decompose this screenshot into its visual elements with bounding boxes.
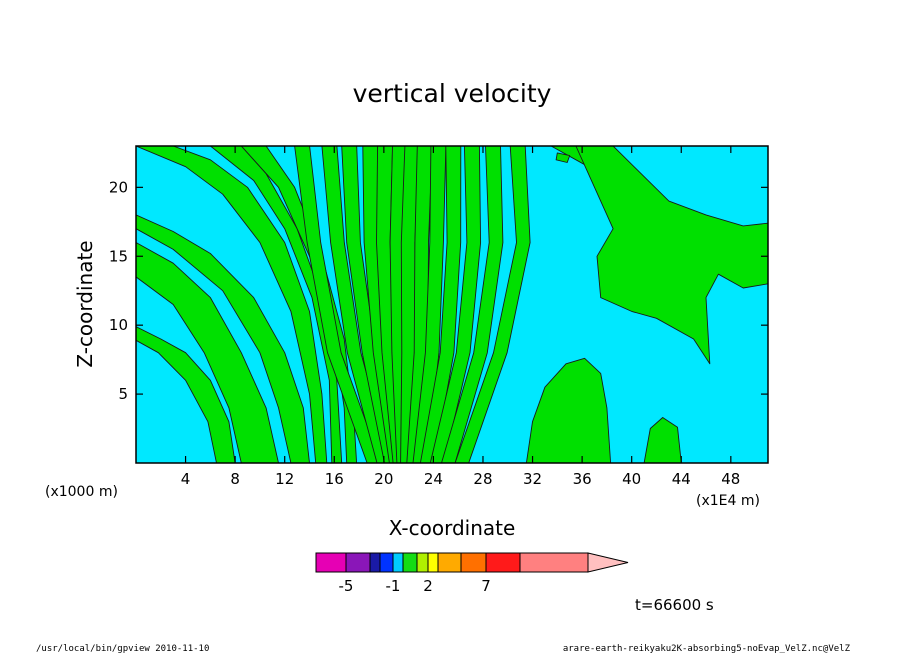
x-tick-label: 48: [721, 470, 740, 488]
colorbar-tick-label: 2: [423, 577, 433, 595]
y-tick-label: 20: [109, 178, 128, 196]
x-tick-label: 16: [325, 470, 344, 488]
contour-band: [294, 146, 382, 463]
colorbar-tick-label: 7: [481, 577, 491, 595]
x-unit-label-2: (x1E4 m): [696, 493, 760, 509]
contour-band: [136, 146, 328, 463]
contour-band: [429, 146, 482, 463]
contour-band: [454, 146, 531, 463]
x-tick-label: 32: [523, 470, 542, 488]
chart-title: vertical velocity: [353, 79, 552, 108]
x-tick-label: 12: [275, 470, 294, 488]
x-tick-label: 40: [622, 470, 641, 488]
colorbar: [315, 552, 629, 573]
colorbar-swatch: [485, 552, 521, 573]
footer-left: /usr/local/bin/gpview 2010-11-10: [36, 644, 209, 654]
colorbar-swatch: [369, 552, 381, 573]
x-axis-label: X-coordinate: [389, 516, 516, 540]
x-tick-label: 44: [672, 470, 691, 488]
contour-band: [575, 146, 768, 365]
x-tick-label: 36: [573, 470, 592, 488]
colorbar-swatch: [392, 552, 404, 573]
colorbar-swatch: [437, 552, 462, 573]
y-tick-label: 15: [109, 247, 128, 265]
x-tick-label: 28: [473, 470, 492, 488]
colorbar-arrow: [587, 552, 629, 573]
contour-band: [643, 417, 682, 463]
x-axis: 4 8 12 16 20 24 28 32 36 40 44 48: [181, 146, 740, 488]
contour-band: [555, 152, 571, 163]
colorbar-swatch: [379, 552, 394, 573]
plot-frame: [135, 145, 769, 464]
time-label: t=66600 s: [635, 596, 714, 614]
contour-band: [136, 214, 310, 463]
contour-band: [136, 242, 279, 463]
contour-band: [136, 326, 236, 463]
colorbar-swatch: [315, 552, 347, 573]
x-tick-label: 24: [424, 470, 443, 488]
contour-field: [136, 146, 768, 463]
contour-band: [525, 357, 612, 463]
x-tick-label: 20: [374, 470, 393, 488]
colorbar-swatch: [416, 552, 429, 573]
positive-bands: [136, 146, 768, 463]
colorbar-tick-label: -1: [386, 577, 401, 595]
colorbar-ticks: -5 -1 2 7: [339, 577, 491, 595]
y-axis: 5 10 15 20: [109, 178, 768, 403]
colorbar-swatch: [345, 552, 371, 573]
colorbar-swatch: [427, 552, 439, 573]
contour-band: [412, 146, 447, 463]
x-tick-label: 4: [181, 470, 191, 488]
colorbar-tick-label: -5: [339, 577, 354, 595]
y-tick-label: 10: [109, 316, 128, 334]
colorbar-swatch: [460, 552, 487, 573]
colorbar-swatch: [402, 552, 418, 573]
contour-band: [203, 146, 343, 463]
x-tick-label: 8: [230, 470, 240, 488]
y-tick-label: 5: [118, 385, 128, 403]
contour-band: [341, 146, 399, 463]
x-unit-label: (x1000 m): [45, 484, 118, 500]
contour-band: [321, 146, 392, 463]
y-axis-label: Z-coordinate: [73, 240, 97, 367]
contour-band: [441, 146, 504, 463]
colorbar-swatch: [519, 552, 589, 573]
contour-band: [419, 146, 462, 463]
footer-right: arare-earth-reikyaku2K-absorbing5-noEvap…: [563, 644, 851, 654]
